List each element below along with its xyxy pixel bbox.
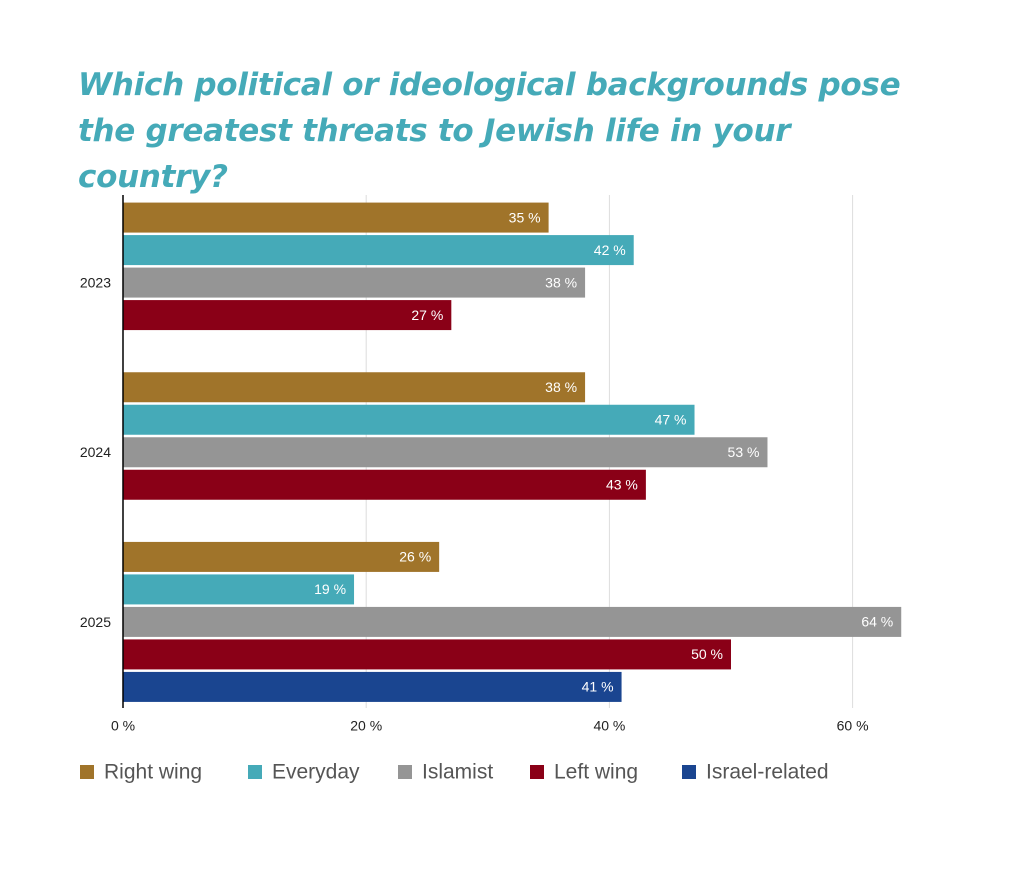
legend-label: Right wing xyxy=(104,761,202,784)
bar xyxy=(123,671,622,702)
legend-swatch xyxy=(398,765,412,779)
y-tick-label: 2023 xyxy=(80,275,111,291)
x-tick-label: 20 % xyxy=(350,718,382,734)
bar xyxy=(123,639,731,670)
bar xyxy=(123,469,646,500)
x-tick-label: 60 % xyxy=(837,718,869,734)
x-tick-label: 0 % xyxy=(111,718,135,734)
value-label: 64 % xyxy=(861,614,893,630)
value-label: 38 % xyxy=(545,379,577,395)
legend-label: Left wing xyxy=(554,761,638,784)
legend-label: Islamist xyxy=(422,761,493,784)
value-label: 47 % xyxy=(655,411,687,427)
legend-label: Everyday xyxy=(272,761,360,784)
bar xyxy=(123,202,549,233)
bar xyxy=(123,372,586,403)
y-tick-label: 2025 xyxy=(80,614,111,630)
value-label: 41 % xyxy=(582,679,614,695)
legend-swatch xyxy=(248,765,262,779)
legend-swatch xyxy=(80,765,94,779)
value-label: 26 % xyxy=(399,549,431,565)
legend-swatch xyxy=(682,765,696,779)
value-label: 53 % xyxy=(728,444,760,460)
chart-title: Which political or ideological backgroun… xyxy=(78,67,901,195)
bar xyxy=(123,437,768,468)
x-tick-label: 40 % xyxy=(593,718,625,734)
bar xyxy=(123,267,586,298)
y-tick-label: 2024 xyxy=(80,444,111,460)
value-label: 27 % xyxy=(411,307,443,323)
bar xyxy=(123,404,695,435)
value-label: 19 % xyxy=(314,581,346,597)
bar xyxy=(123,235,634,266)
value-label: 35 % xyxy=(509,209,541,225)
bar xyxy=(123,574,355,605)
bar xyxy=(123,541,440,572)
value-label: 38 % xyxy=(545,274,577,290)
legend-label: Israel-related xyxy=(706,761,829,784)
value-label: 42 % xyxy=(594,242,626,258)
value-label: 43 % xyxy=(606,476,638,492)
bar xyxy=(123,606,902,637)
legend-swatch xyxy=(530,765,544,779)
value-label: 50 % xyxy=(691,646,723,662)
bar xyxy=(123,300,452,331)
